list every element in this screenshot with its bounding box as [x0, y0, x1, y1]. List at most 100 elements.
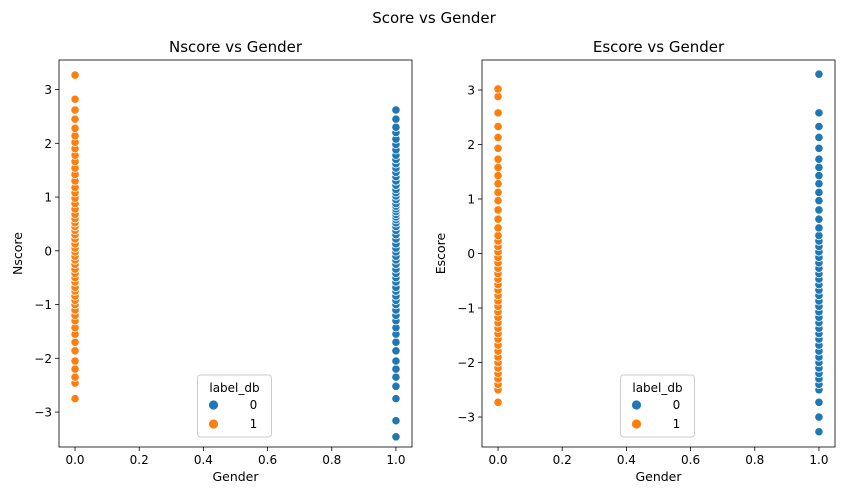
legend-label: 1 [673, 417, 681, 431]
x-tick-label: 0.4 [617, 453, 636, 467]
data-point [391, 381, 401, 391]
y-tick-label: 3 [467, 83, 475, 97]
y-axis-label: Escore [433, 232, 448, 274]
data-point [814, 196, 824, 206]
y-tick-label: 2 [44, 137, 52, 151]
data-point [391, 122, 401, 132]
legend-title: label_db [632, 381, 682, 395]
x-tick-label: 0.6 [681, 453, 700, 467]
x-tick-label: 0.2 [130, 453, 149, 467]
data-point [814, 397, 824, 407]
legend-marker [631, 418, 642, 430]
legend-title: label_db [209, 381, 259, 395]
legend-marker [208, 418, 219, 430]
legend-label: 1 [250, 417, 258, 431]
y-tick-label: 1 [44, 191, 52, 205]
y-tick-label: −2 [34, 352, 52, 366]
data-point [70, 356, 80, 366]
series-1 [70, 70, 80, 404]
data-point [70, 372, 80, 382]
axes-frame [481, 59, 836, 448]
data-point [493, 91, 503, 102]
data-point [814, 230, 824, 241]
y-tick-label: 0 [467, 247, 475, 261]
data-point [814, 427, 824, 437]
data-point [814, 69, 824, 79]
y-tick-label: 2 [467, 138, 475, 152]
y-tick-label: −3 [457, 411, 475, 425]
data-point [391, 432, 401, 442]
data-point [391, 372, 401, 382]
data-point [70, 123, 80, 133]
data-point [493, 179, 503, 189]
data-point [814, 205, 824, 215]
data-point [70, 114, 80, 124]
data-point [70, 394, 80, 404]
x-axis-label: Gender [635, 469, 682, 484]
data-point [391, 356, 401, 366]
y-tick-label: 1 [467, 192, 475, 206]
data-point [814, 412, 824, 422]
y-tick-label: 0 [44, 244, 52, 258]
x-axis-label: Gender [212, 469, 259, 484]
data-point [814, 108, 824, 118]
x-tick-label: 1.0 [386, 453, 405, 467]
data-point [493, 154, 503, 164]
data-point [493, 230, 503, 241]
series-0 [814, 69, 824, 437]
data-point [391, 346, 401, 356]
data-point [70, 70, 80, 80]
x-tick-label: 0.8 [322, 453, 341, 467]
legend: label_db 0 1 [620, 374, 695, 438]
data-point [70, 94, 80, 104]
data-point [814, 132, 824, 142]
data-point [391, 105, 401, 115]
data-point [493, 132, 503, 142]
y-tick-label: −1 [457, 302, 475, 316]
x-tick-label: 0.6 [258, 453, 277, 467]
data-point [814, 143, 824, 153]
data-point [391, 114, 401, 124]
data-point [493, 84, 503, 94]
data-point [391, 337, 401, 347]
data-point [493, 196, 503, 206]
legend-label: 0 [250, 398, 258, 412]
data-point [70, 364, 80, 374]
y-tick-label: −1 [34, 298, 52, 312]
data-point [493, 121, 503, 132]
series-0 [391, 105, 401, 442]
data-point [493, 397, 503, 407]
data-point [493, 214, 503, 224]
legend-label: 0 [673, 398, 681, 412]
data-point [70, 105, 80, 115]
data-point [391, 364, 401, 374]
legend: label_db 0 1 [197, 374, 272, 438]
subplot-title: Escore vs Gender [593, 38, 725, 56]
subplot-1: Nscore vs Gender 0.0 0.2 0.4 0.6 0.8 1.0 −3 −2 −1… [10, 38, 413, 484]
subplot-2: Escore vs Gender 0.0 0.2 0.4 0.6 0.8 1.0 −3 −2 −1… [433, 38, 836, 484]
y-axis-label: Nscore [10, 232, 25, 275]
data-point [391, 416, 401, 426]
x-tick-label: 0.0 [65, 453, 84, 467]
legend-marker [208, 399, 219, 411]
x-tick-label: 0.2 [553, 453, 572, 467]
data-point [814, 187, 824, 198]
data-point [493, 143, 503, 153]
data-point [493, 162, 503, 172]
x-tick-label: 0.8 [745, 453, 764, 467]
y-tick-label: −2 [457, 356, 475, 370]
x-tick-label: 0.0 [488, 453, 507, 467]
data-point [814, 121, 824, 132]
data-point [493, 108, 503, 118]
data-point [814, 170, 824, 181]
data-point [391, 394, 401, 404]
data-point [814, 154, 824, 164]
subplot-title: Nscore vs Gender [169, 38, 303, 56]
data-point [814, 162, 824, 172]
data-point [493, 187, 503, 198]
data-point [70, 346, 80, 356]
legend-marker [631, 399, 642, 411]
data-point [493, 205, 503, 215]
axes-frame [58, 59, 413, 448]
